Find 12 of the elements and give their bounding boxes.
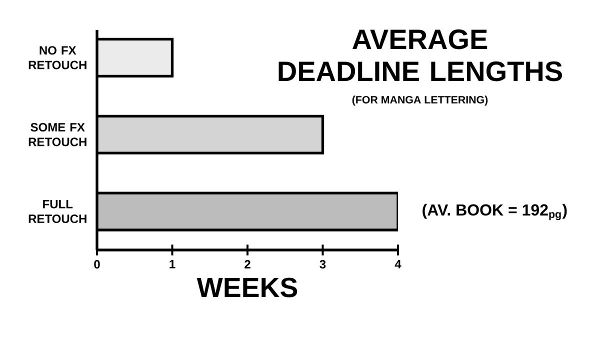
chart-title: AVERAGE DEADLINE LENGTHS	[278, 29, 562, 82]
x-tick-label: 1	[170, 260, 176, 268]
x-tick-label: 4	[394, 260, 402, 268]
x-tick-label: 3	[320, 260, 326, 269]
y-tick-label: SOME FX RETOUCH	[28, 123, 86, 146]
text: (FOR MANGA LETTERING)	[352, 96, 488, 106]
x-tick-label: 0	[94, 260, 100, 269]
y-tick-label: NO FX RETOUCH	[28, 46, 86, 70]
x-axis-title: WEEKS	[196, 278, 298, 298]
x-tick-label: 2	[244, 260, 250, 268]
y-tick-label: FULL RETOUCH	[28, 200, 86, 224]
text: (AV. BOOK = 192$_{pg}$)	[422, 204, 567, 220]
